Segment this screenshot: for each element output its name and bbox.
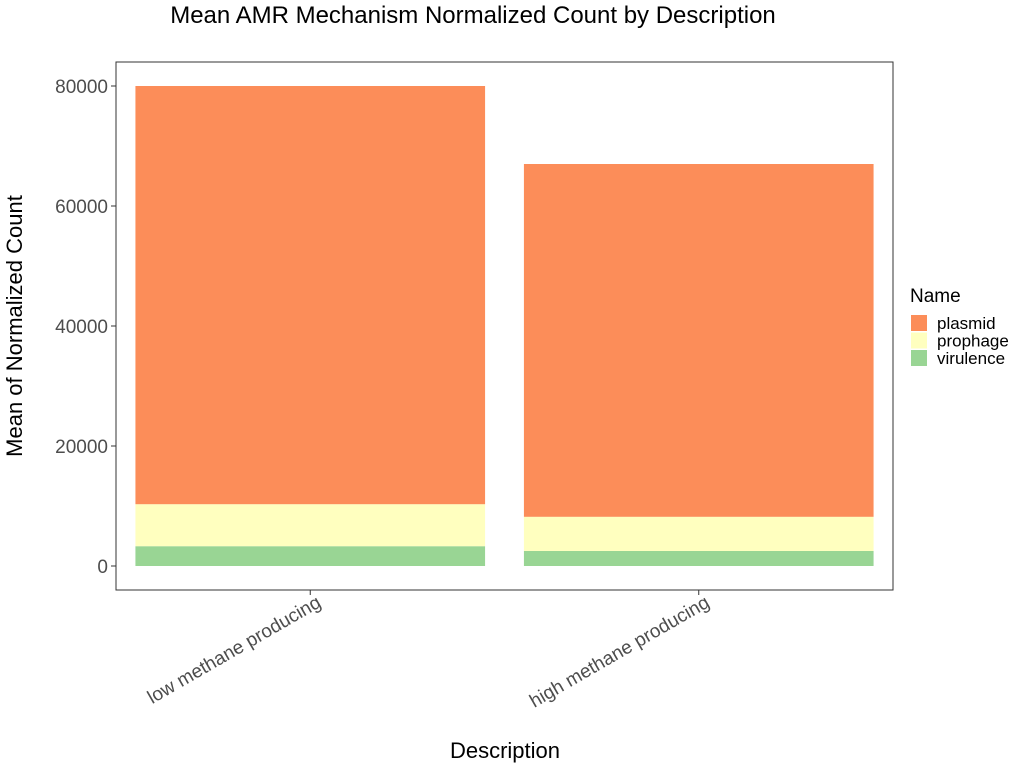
legend-label-prophage: prophage — [937, 332, 1009, 351]
y-tick-label: 80000 — [55, 77, 108, 98]
x-tick-label: high methane producing — [526, 592, 713, 712]
y-tick-label: 40000 — [55, 317, 108, 338]
bars-group — [135, 86, 874, 566]
bar-plasmid-low-methane-producing — [135, 86, 486, 505]
legend-key-plasmid — [911, 315, 927, 331]
bar-prophage-high-methane-producing — [523, 516, 874, 551]
x-axis: low methane producing high methane produc… — [144, 590, 713, 712]
x-axis-title: Description — [450, 738, 560, 763]
legend-label-plasmid: plasmid — [937, 314, 996, 333]
legend-title: Name — [910, 286, 961, 307]
y-axis-title: Mean of Normalized Count — [2, 195, 27, 457]
legend-key-virulence — [911, 350, 927, 366]
legend-label-virulence: virulence — [937, 349, 1005, 368]
legend-key-prophage — [911, 332, 927, 349]
bar-virulence-high-methane-producing — [523, 551, 874, 566]
bar-virulence-low-methane-producing — [135, 546, 486, 566]
y-axis: 0 20000 40000 60000 80000 — [55, 77, 116, 578]
y-tick-label: 0 — [97, 557, 108, 578]
x-tick-label: low methane producing — [144, 592, 325, 708]
bar-prophage-low-methane-producing — [135, 504, 486, 547]
y-tick-label: 60000 — [55, 197, 108, 218]
bar-plasmid-high-methane-producing — [523, 164, 874, 517]
y-tick-label: 20000 — [55, 437, 108, 458]
chart-title: Mean AMR Mechanism Normalized Count by D… — [170, 2, 776, 29]
